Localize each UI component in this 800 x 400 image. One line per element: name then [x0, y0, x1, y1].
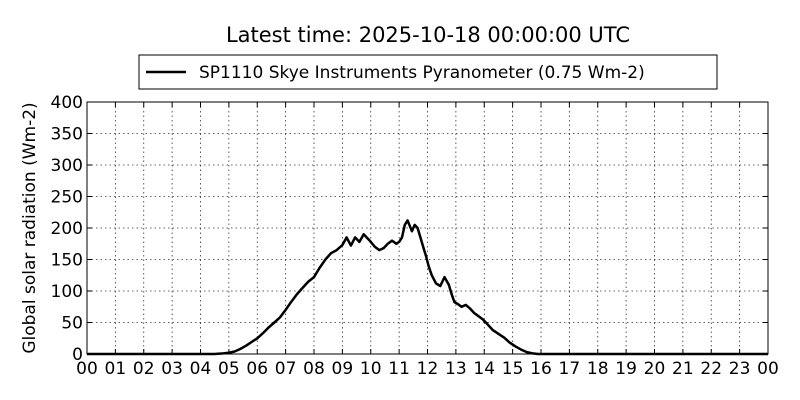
y-tick-labels: 0 50 100 150 200 250 300 350 400	[51, 93, 83, 365]
x-tick-label: 02	[133, 359, 155, 379]
chart-title: Latest time: 2025-10-18 00:00:00 UTC	[226, 23, 630, 47]
x-tick-label: 15	[502, 359, 524, 379]
x-tick-label: 23	[729, 359, 751, 379]
y-tick-label: 350	[51, 125, 83, 145]
x-tick-label: 07	[275, 359, 297, 379]
x-tick-label: 11	[388, 359, 410, 379]
x-tick-label: 00	[76, 359, 98, 379]
x-tick-label: 13	[445, 359, 467, 379]
legend-box	[138, 54, 718, 90]
series-layer	[87, 219, 768, 356]
legend-label: SP1110 Skye Instruments Pyranometer (0.7…	[199, 63, 645, 83]
x-tick-label: 16	[530, 359, 552, 379]
x-tick-label: 05	[218, 359, 240, 379]
x-tick-label: 01	[105, 359, 127, 379]
y-tick-label: 0	[72, 345, 83, 365]
x-tick-label: 21	[672, 359, 694, 379]
y-tick-label: 200	[51, 219, 83, 239]
x-tick-labels: 00 01 02 03 04 05 06 07 08 09 10 11 12 13 14 15 16 17 18 19…	[76, 359, 779, 379]
x-tick-label: 03	[161, 359, 183, 379]
x-tick-label: 00	[757, 359, 779, 379]
x-tick-label: 10	[360, 359, 382, 379]
plot-frame	[86, 101, 769, 355]
x-tick-label: 22	[700, 359, 722, 379]
y-tick-label: 50	[61, 314, 83, 334]
x-tick-label: 19	[615, 359, 637, 379]
y-tick-label: 100	[51, 282, 83, 302]
x-tick-label: 12	[417, 359, 439, 379]
x-tick-label: 04	[190, 359, 212, 379]
y-tick-label: 250	[51, 188, 83, 208]
series-line	[87, 219, 768, 356]
y-tick-label: 150	[51, 251, 83, 271]
grid	[87, 102, 768, 354]
x-tick-label: 14	[473, 359, 495, 379]
y-tick-label: 400	[51, 93, 83, 113]
x-tick-label: 06	[246, 359, 268, 379]
y-tick-label: 300	[51, 156, 83, 176]
y-axis-label: Global solar radiation (Wm-2)	[20, 102, 40, 353]
x-tick-label: 18	[587, 359, 609, 379]
x-tick-label: 09	[332, 359, 354, 379]
x-tick-label: 20	[644, 359, 666, 379]
legend: SP1110 Skye Instruments Pyranometer (0.7…	[138, 54, 718, 90]
x-tick-label: 08	[303, 359, 325, 379]
x-tick-label: 17	[559, 359, 581, 379]
